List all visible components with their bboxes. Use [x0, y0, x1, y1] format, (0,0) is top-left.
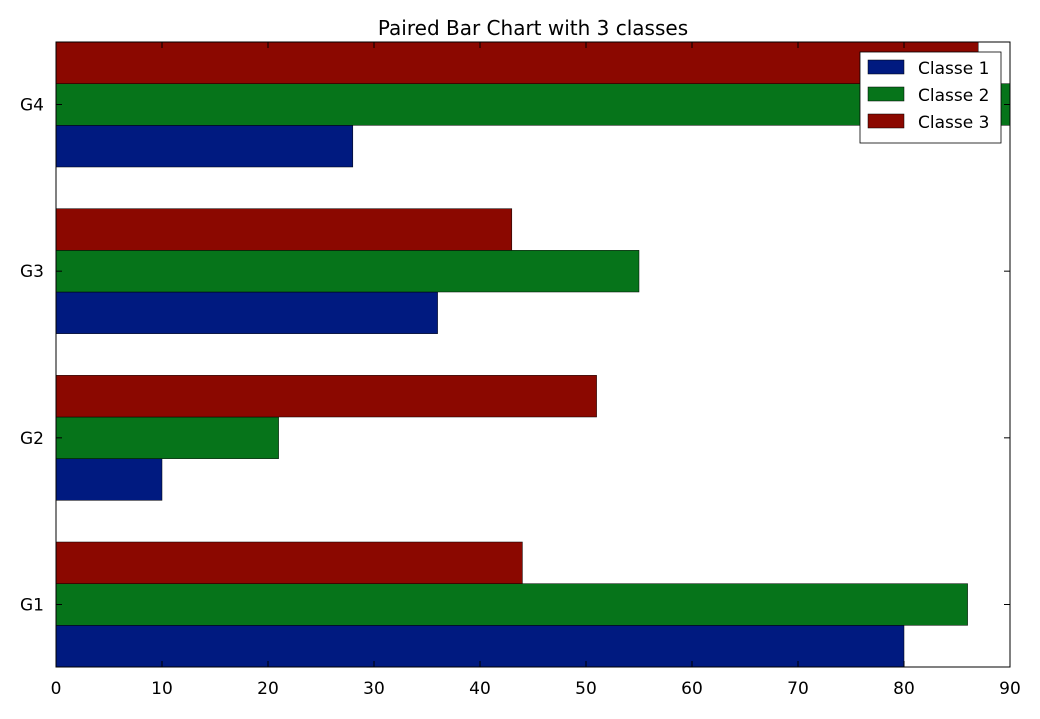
x-tick-label: 20 — [257, 679, 279, 699]
bar-g1-classe-3 — [55, 541, 523, 584]
x-tick-label: 90 — [999, 679, 1021, 699]
legend-swatch — [867, 113, 905, 129]
bar-g1-classe-2 — [55, 583, 968, 626]
x-tick-label: 10 — [151, 679, 173, 699]
y-tick-label: G1 — [20, 596, 44, 616]
ticks-layer: 0 10 20 30 40 50 60 70 80 90 G1 G2 G3 G4 — [20, 42, 1021, 699]
legend-label: Classe 3 — [918, 113, 989, 133]
x-tick-label: 60 — [681, 679, 703, 699]
bar-g3-classe-3 — [55, 208, 513, 251]
chart-title: Paired Bar Chart with 3 classes — [378, 16, 688, 40]
bar-g2-classe-2 — [55, 416, 279, 459]
x-tick-label: 50 — [575, 679, 597, 699]
y-tick-label: G4 — [20, 96, 44, 116]
bar-g4-classe-3 — [55, 41, 979, 84]
bar-g2-classe-3 — [55, 375, 597, 418]
bar-g3-classe-2 — [55, 250, 640, 293]
bar-g2-classe-1 — [55, 458, 163, 501]
bar-g1-classe-1 — [55, 625, 905, 668]
bar-g4-classe-1 — [55, 125, 354, 168]
legend-label: Classe 2 — [918, 86, 989, 106]
x-tick-label: 80 — [893, 679, 915, 699]
bars-layer — [55, 41, 1011, 668]
bar-g3-classe-1 — [55, 291, 438, 334]
legend-label: Classe 1 — [918, 59, 989, 79]
x-tick-label: 40 — [469, 679, 491, 699]
legend-swatch — [867, 86, 905, 102]
y-tick-label: G3 — [20, 262, 44, 282]
plot-frame — [55, 41, 1011, 668]
y-tick-label: G2 — [20, 429, 44, 449]
legend-swatch — [867, 59, 905, 75]
x-tick-label: 0 — [51, 679, 62, 699]
x-tick-label: 30 — [363, 679, 385, 699]
legend: Classe 1 Classe 2 Classe 3 — [859, 51, 1002, 144]
x-tick-label: 70 — [787, 679, 809, 699]
